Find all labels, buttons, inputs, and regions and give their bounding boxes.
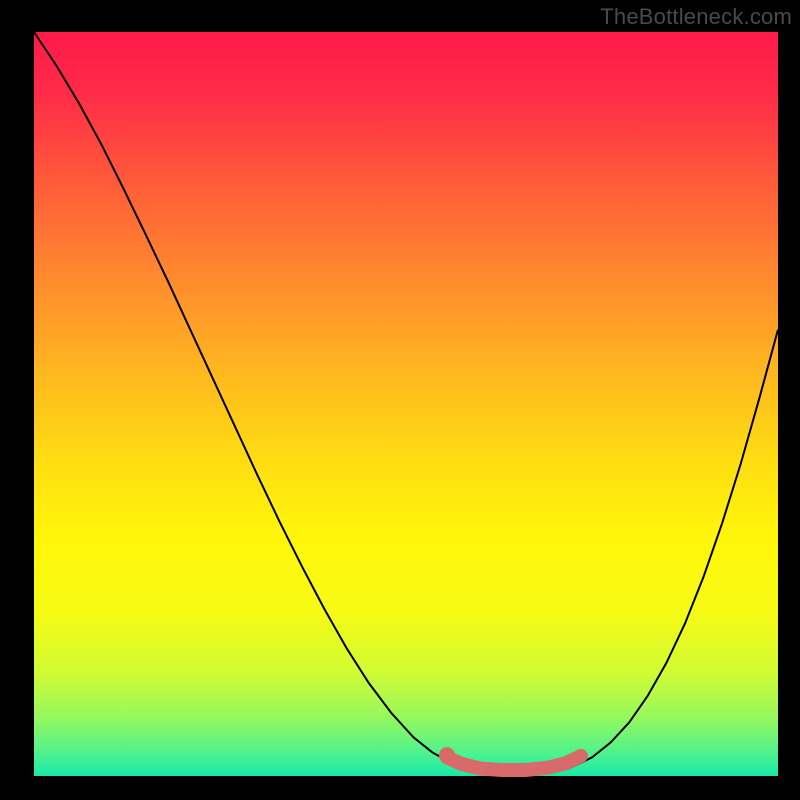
watermark-text: TheBottleneck.com — [600, 4, 792, 30]
chart-stage: TheBottleneck.com — [0, 0, 800, 800]
bottleneck-chart — [0, 0, 800, 800]
